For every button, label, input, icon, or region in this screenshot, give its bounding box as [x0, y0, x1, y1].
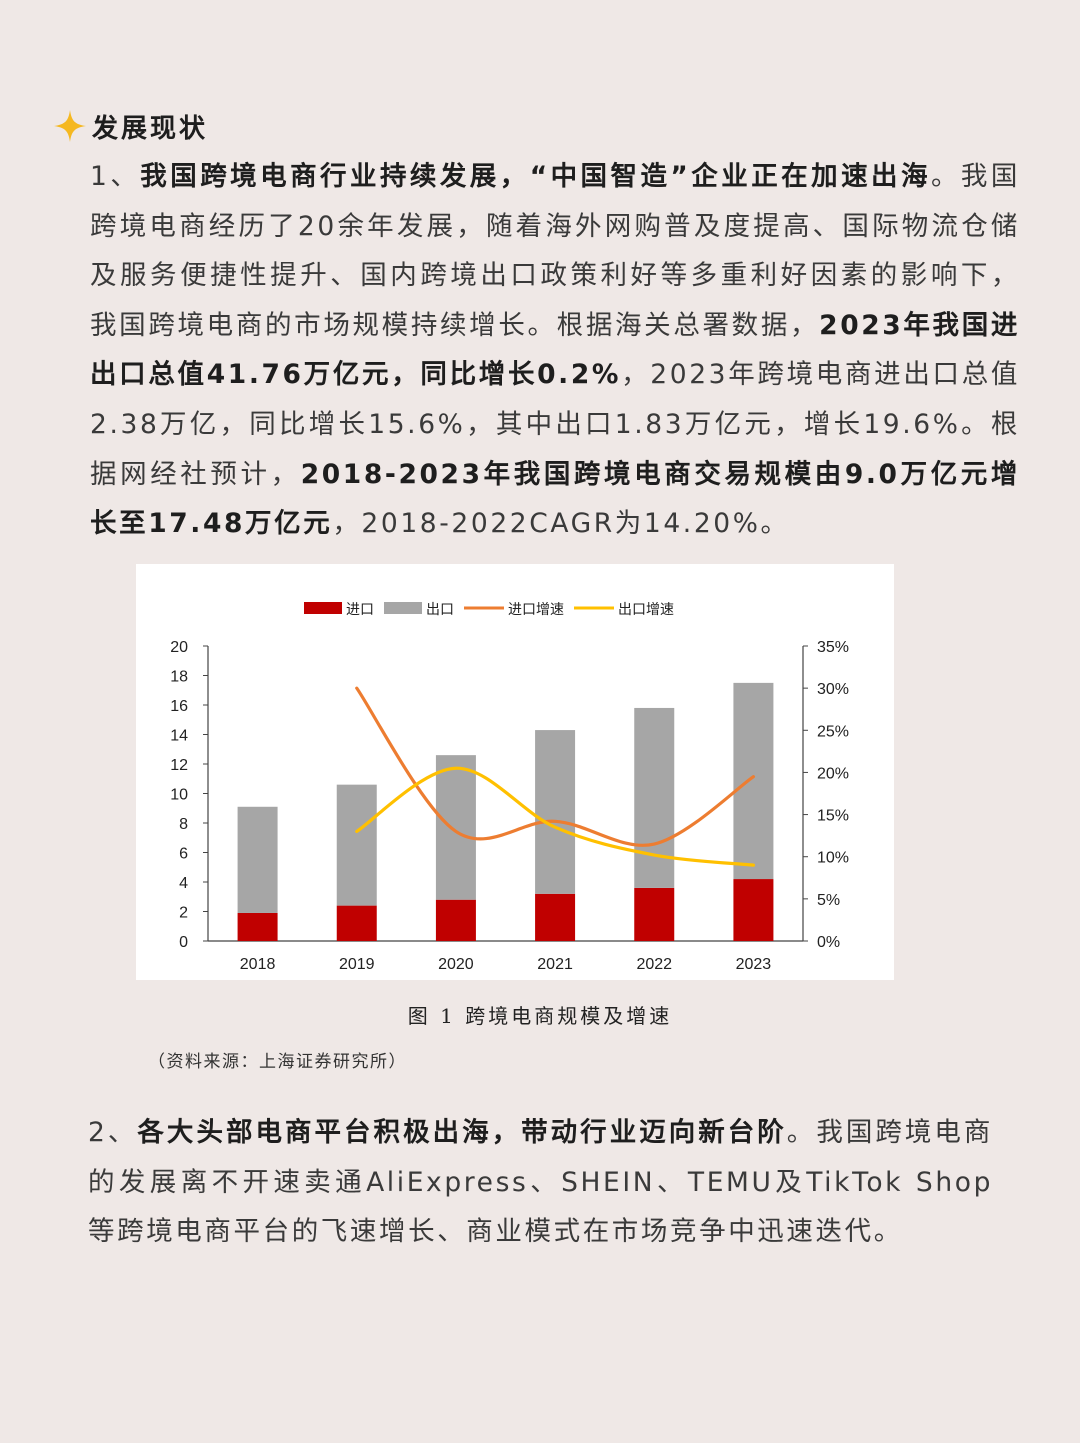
- bar-export: [336, 784, 377, 906]
- chart-container: 0 2 4 6 8 10 12 14 16 18 20 0% 5% 10% 15% 20% 25% 30% 35% 2…: [136, 564, 894, 980]
- p1-text-0: 1、: [90, 161, 141, 192]
- figure-caption: 图 1 跨境电商规模及增速: [407, 1004, 673, 1028]
- bar-import: [435, 899, 476, 941]
- x-tick-label: 2018: [240, 956, 276, 973]
- y-left-tick-label: 2: [179, 905, 188, 922]
- y-right-tick-label: 35%: [817, 639, 849, 656]
- bar-import: [336, 905, 377, 941]
- y-left-tick-label: 0: [179, 934, 188, 951]
- p1-text-3: ，2018-2022CAGR为14.20%。: [332, 508, 790, 540]
- y-left-tick-label: 6: [179, 846, 188, 863]
- bar-export: [435, 755, 476, 900]
- y-left-tick-label: 10: [170, 787, 188, 804]
- bar-export: [535, 730, 576, 894]
- y-left-tick-label: 8: [179, 816, 188, 833]
- figure-source: （资料来源：上海证券研究所）: [148, 1052, 407, 1072]
- bar-import: [634, 887, 675, 941]
- p1-text-2: ，2023年跨境电商进出口总值2.38万亿，同比增长15.6%，其中出口1.83…: [90, 359, 1020, 490]
- bar-export: [733, 682, 774, 880]
- x-tick-label: 2019: [339, 956, 375, 973]
- y-right-tick-label: 25%: [817, 723, 849, 740]
- p2-bold-0: 各大头部电商平台积极出海，带动行业迈向新台阶: [137, 1117, 787, 1148]
- p2-text-0: 2、: [88, 1117, 138, 1148]
- x-tick-label: 2022: [636, 956, 672, 973]
- paragraph-2: 2、各大头部电商平台积极出海，带动行业迈向新台阶。我国跨境电商的发展离不开速卖通…: [88, 1108, 993, 1257]
- y-left-tick-label: 4: [179, 875, 188, 892]
- y-right-tick-label: 10%: [817, 850, 849, 867]
- bar-export: [237, 806, 278, 913]
- y-left-tick-label: 20: [170, 639, 188, 656]
- legend-label-export-growth: 出口增速: [618, 601, 674, 617]
- y-left-tick-label: 12: [170, 757, 188, 774]
- paragraph-1: 1、我国跨境电商行业持续发展，“中国智造”企业正在加速出海。我国跨境电商经历了2…: [90, 152, 1020, 549]
- legend-label-export: 出口: [426, 601, 454, 617]
- legend-label-import-growth: 进口增速: [508, 601, 564, 617]
- chart: 0 2 4 6 8 10 12 14 16 18 20 0% 5% 10% 15% 20% 25% 30% 35% 2…: [170, 601, 849, 973]
- x-tick-label: 2021: [537, 956, 573, 973]
- y-right-tick-label: 30%: [817, 681, 849, 698]
- legend-swatch-export: [384, 602, 422, 614]
- p2-text-1: 。我国跨境电商的发展离不开速卖通AliExpress、SHEIN、TEMU及Ti…: [88, 1117, 994, 1248]
- x-tick-label: 2023: [736, 956, 772, 973]
- section-title: 发展现状: [92, 113, 209, 144]
- y-right-tick-label: 5%: [817, 892, 840, 909]
- y-right-tick-label: 20%: [817, 765, 849, 782]
- bar-export: [634, 707, 675, 888]
- x-tick-label: 2020: [438, 956, 474, 973]
- line-export-growth: [355, 766, 756, 867]
- y-left-tick-label: 16: [170, 698, 188, 715]
- bar-import: [237, 912, 278, 941]
- sparkle-icon: [54, 110, 86, 142]
- y-right-tick-label: 0%: [817, 934, 840, 951]
- y-left-tick-label: 14: [170, 728, 188, 745]
- p1-bold-0: 我国跨境电商行业持续发展，“中国智造”企业正在加速出海: [140, 161, 931, 192]
- bar-import: [535, 893, 576, 941]
- bar-import: [733, 879, 774, 941]
- p1-bold-1: 2023年我国进出口总值41.76万亿元，同比增长0.2%: [90, 309, 1020, 391]
- legend-label-import: 进口: [346, 601, 374, 617]
- legend-swatch-import: [304, 602, 342, 614]
- p1-text-1: 。我国跨境电商经历了20余年发展，随着海外网购普及度提高、国际物流仓储及服务便捷…: [90, 161, 1020, 341]
- y-left-tick-label: 18: [170, 669, 188, 686]
- p1-bold-2: 2018-2023年我国跨境电商交易规模由9.0万亿元增长至17.48万亿元: [90, 458, 1020, 540]
- line-import-growth: [355, 686, 756, 847]
- section-heading: 发展现状: [52, 106, 208, 146]
- y-right-tick-label: 15%: [817, 808, 849, 825]
